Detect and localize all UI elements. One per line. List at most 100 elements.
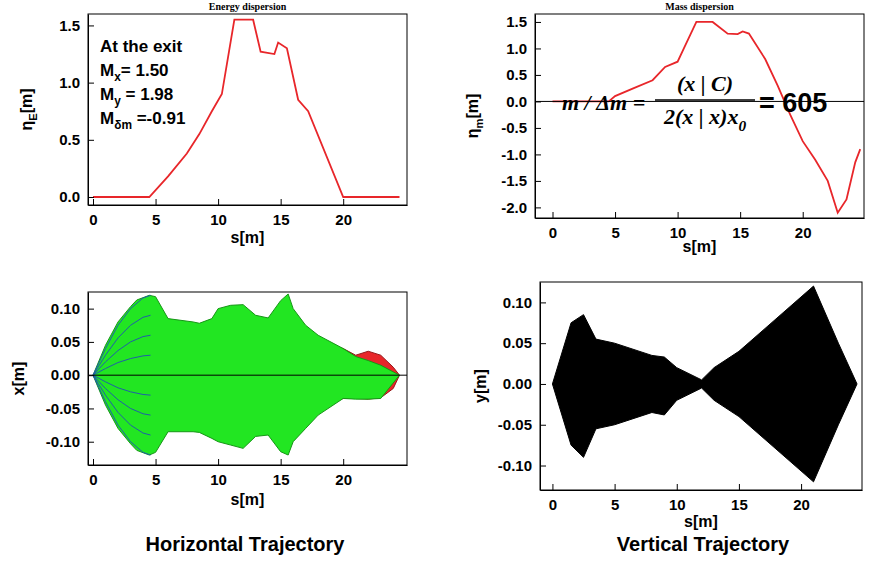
y-tick-label: 0.0: [506, 93, 527, 110]
x-tick: 20: [793, 484, 810, 513]
text-part: = 1.98: [121, 85, 173, 104]
chart-title: Mass dispersion: [665, 1, 734, 12]
y-axis-title: ηm[m]: [464, 94, 485, 139]
x-tick-mark: [281, 459, 282, 465]
x-tick: 0: [549, 484, 557, 513]
text-part: = 1.50: [121, 61, 169, 80]
text-part: η: [18, 121, 35, 131]
x-axis-title: s[m]: [684, 513, 718, 530]
frame: [88, 292, 407, 465]
x-tick-mark: [343, 199, 344, 205]
y-tick-label: 0.05: [503, 334, 532, 351]
x-axis-title: s[m]: [231, 491, 265, 508]
x-axis: 05101520: [541, 484, 863, 513]
x-tick-label: 20: [793, 496, 810, 513]
x-tick: 0: [89, 199, 97, 228]
x-tick-label: 20: [795, 224, 812, 241]
subscript: m: [473, 119, 485, 129]
ray-line: [93, 335, 151, 375]
y-tick: 1.5: [59, 17, 94, 34]
x-tick-mark: [552, 484, 553, 490]
y-tick-mark: [88, 25, 94, 26]
x-tick-label: 20: [335, 211, 352, 228]
plot-area: [535, 22, 864, 213]
y-tick: 0.0: [59, 188, 94, 205]
x-tick: 5: [611, 484, 619, 513]
figure: 051015200.00.51.01.5s[m]ηE[m]Energy disp…: [0, 0, 878, 562]
ray-line: [93, 355, 151, 375]
y-tick: -0.05: [498, 416, 546, 433]
y-tick: 0.10: [503, 294, 546, 311]
x-tick-label: 0: [89, 211, 97, 228]
y-tick-mark: [535, 22, 541, 23]
x-tick: 20: [335, 459, 352, 488]
x-tick: 15: [273, 459, 290, 488]
ray-line: [93, 315, 151, 375]
text-part: 2(x | x)x: [663, 104, 739, 129]
y-tick-label: -0.10: [498, 457, 532, 474]
text-part: =-0.91: [132, 109, 185, 128]
x-tick-label: 5: [611, 224, 619, 241]
x-tick-label: 5: [152, 471, 160, 488]
y-tick: 0.00: [51, 366, 94, 383]
y-axis-title: ηE[m]: [18, 88, 39, 130]
text-part: At the exit: [100, 37, 183, 56]
x-tick-label: 15: [273, 471, 290, 488]
y-axis-line: [540, 283, 541, 491]
y-tick-mark: [540, 425, 546, 426]
ray-line: [93, 375, 151, 455]
y-tick-label: -2.0: [501, 199, 527, 216]
y-tick: -0.10: [46, 433, 94, 450]
x-tick-label: 10: [669, 496, 686, 513]
text-part: M: [100, 61, 114, 80]
y-axis-title: y[m]: [472, 369, 489, 403]
x-tick: 0: [549, 212, 557, 241]
annotation: My = 1.98: [100, 85, 173, 108]
x-tick: 15: [732, 212, 749, 241]
y-axis-line: [88, 293, 89, 466]
text-part: [m]: [464, 94, 481, 119]
y-axis: -0.10 -0.05 0.00 0.05 0.10: [498, 283, 546, 491]
text-part: M: [100, 85, 114, 104]
y-tick: 0.00: [503, 375, 546, 392]
caption: Horizontal Trajectory: [146, 533, 346, 555]
panel: 05101520-0.10-0.050.000.050.10s[m]y[m]Ve…: [472, 282, 863, 555]
y-tick-mark: [540, 384, 546, 385]
dispersion-line: [553, 22, 861, 213]
trajectory-envelope: [552, 286, 857, 482]
x-tick: 20: [335, 199, 352, 228]
x-axis: 05101520: [89, 459, 408, 488]
y-tick: -0.5: [501, 119, 541, 136]
reference-line: [88, 375, 407, 376]
x-tick-label: 15: [732, 224, 749, 241]
ray-line: [93, 375, 151, 395]
y-tick-label: -0.05: [46, 400, 80, 417]
y-tick-label: 1.5: [59, 17, 80, 34]
y-tick: -2.0: [501, 199, 541, 216]
text-part: η: [464, 129, 481, 139]
y-axis-line: [88, 15, 89, 206]
x-tick: 10: [670, 212, 687, 241]
x-axis-line: [89, 465, 408, 466]
x-tick: 15: [273, 199, 290, 228]
x-tick-mark: [218, 199, 219, 205]
y-tick-mark: [88, 342, 94, 343]
x-tick-label: 20: [335, 471, 352, 488]
y-tick-mark: [88, 140, 94, 141]
y-tick: 0.5: [59, 131, 94, 148]
plot-area: [88, 294, 407, 455]
formula: m / Δm =(x | C)2(x | x)x0= 605: [562, 71, 827, 134]
fraction-bar: [655, 99, 755, 101]
y-axis: 0.00.51.01.5: [59, 15, 94, 206]
x-tick-mark: [739, 484, 740, 490]
x-tick: 10: [210, 199, 227, 228]
frame: [540, 282, 862, 490]
x-tick-mark: [677, 484, 678, 490]
x-tick-label: 0: [89, 471, 97, 488]
x-axis: 05101520: [89, 199, 408, 228]
x-tick-mark: [553, 212, 554, 218]
y-tick: 0.05: [51, 333, 94, 350]
y-tick-label: 0.5: [59, 131, 80, 148]
y-tick-mark: [88, 83, 94, 84]
annotation: Mδm =-0.91: [100, 109, 185, 132]
